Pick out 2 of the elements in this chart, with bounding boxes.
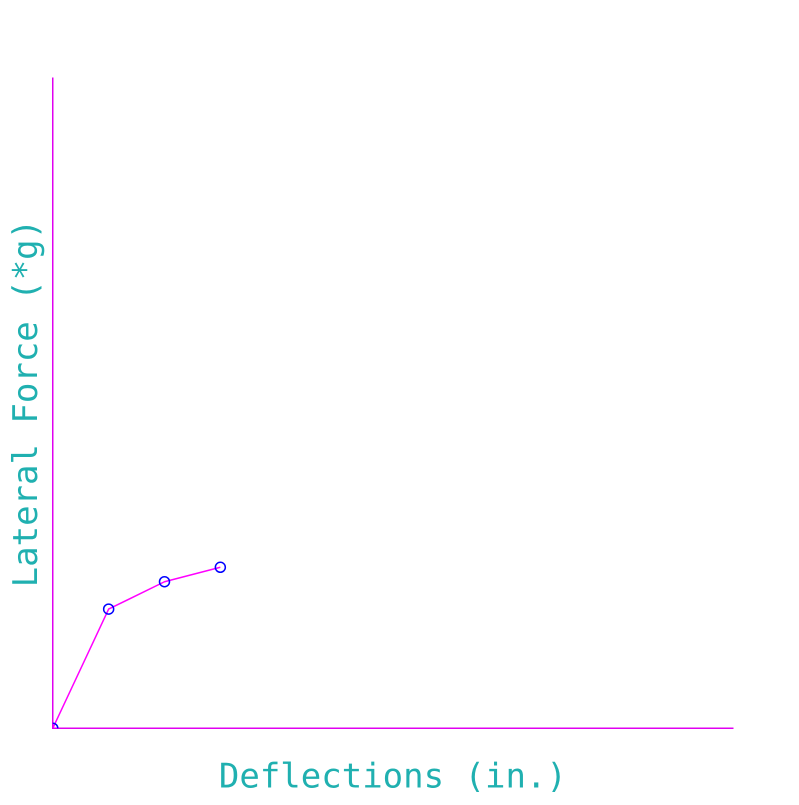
- y-axis-title: Lateral Force (*g): [6, 218, 46, 588]
- x-axis-title: Deflections (in.): [218, 756, 567, 796]
